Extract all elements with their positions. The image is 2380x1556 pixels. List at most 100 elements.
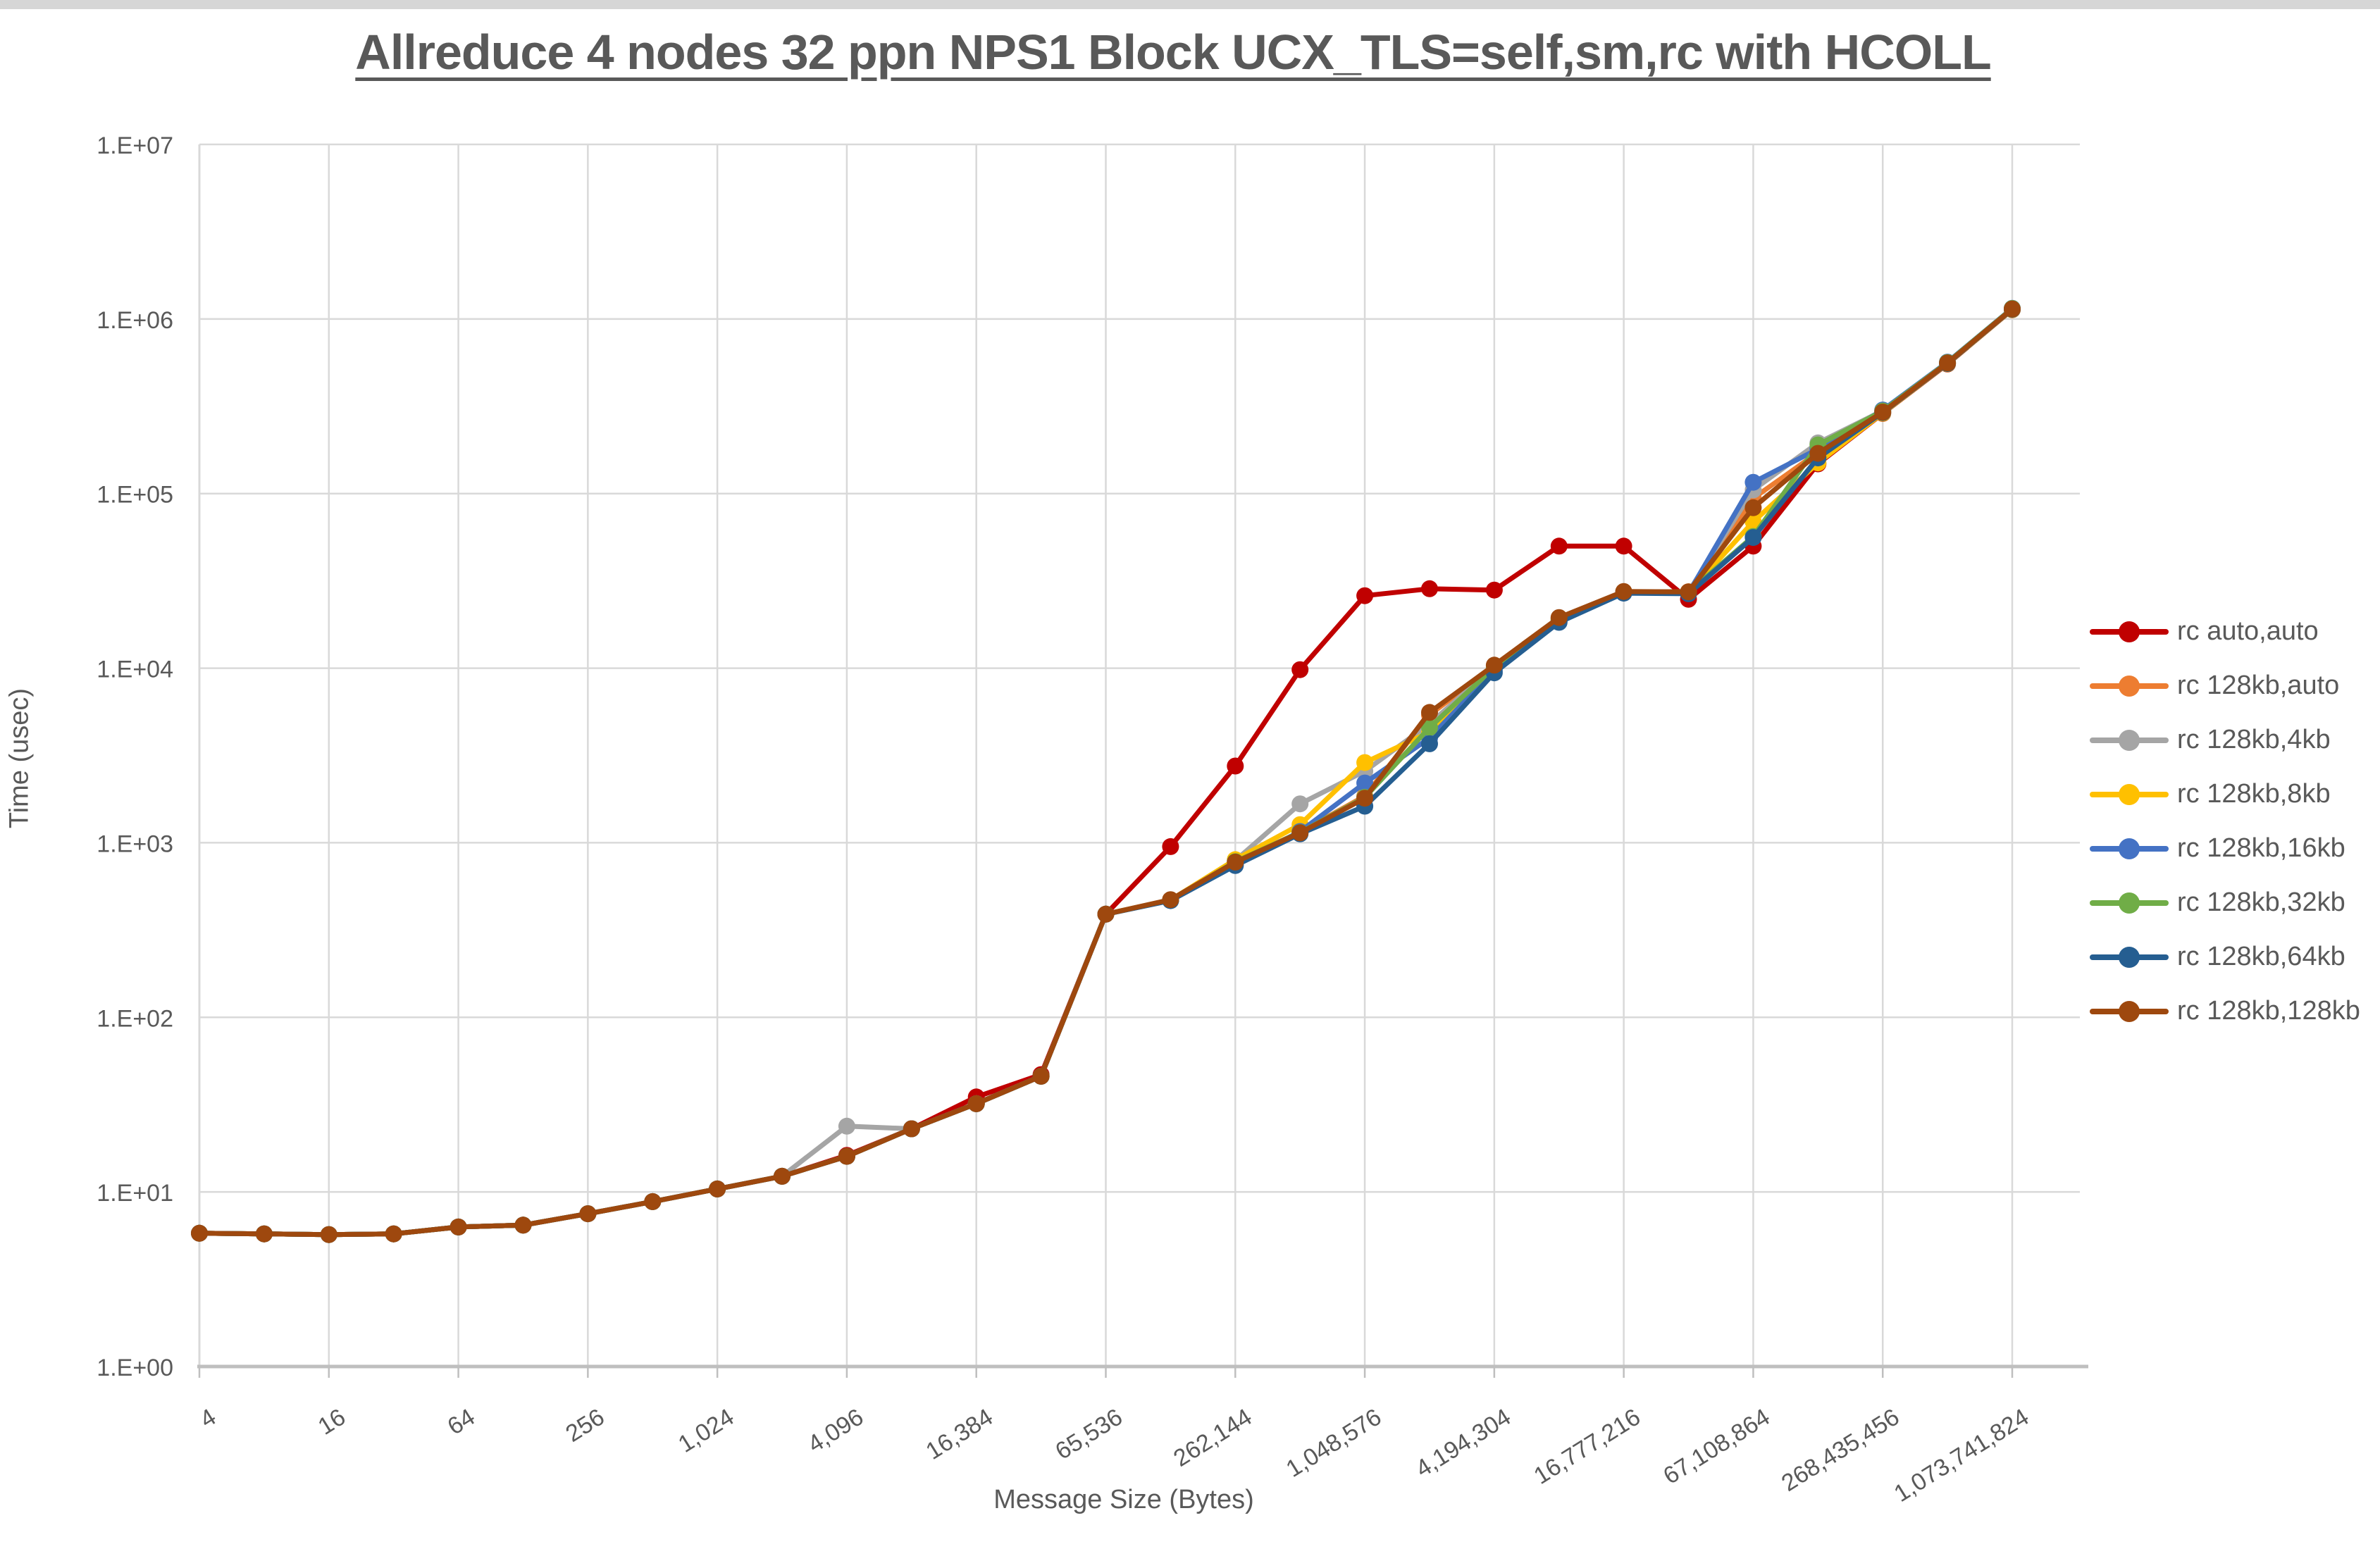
x-tick-label: 4 <box>195 1404 221 1433</box>
legend-dot-icon <box>2119 838 2140 859</box>
x-tick-label: 256 <box>561 1404 609 1448</box>
legend-item-rc-128kb-64kb[interactable]: rc 128kb,64kb <box>2090 930 2372 984</box>
data-point-rc-128kb-128kb-512[interactable] <box>644 1193 662 1210</box>
gridlines <box>198 143 2080 1368</box>
x-tick-label: 1,048,576 <box>1282 1404 1386 1483</box>
legend-marker-rc-128kb-32kb <box>2090 891 2169 915</box>
legend-label-rc-128kb-8kb: rc 128kb,8kb <box>2177 779 2331 809</box>
series-rc-128kb-128kb[interactable] <box>191 300 2021 1243</box>
data-point-rc-128kb-128kb-8388608[interactable] <box>1550 609 1568 626</box>
data-point-rc-128kb-128kb-2097152[interactable] <box>1421 704 1438 721</box>
legend-marker-rc-128kb-auto <box>2090 674 2169 698</box>
x-tick-label: 65,536 <box>1050 1404 1127 1465</box>
data-point-rc-128kb-128kb-67108864[interactable] <box>1744 499 1762 516</box>
data-point-rc-128kb-128kb-64[interactable] <box>450 1218 467 1236</box>
legend-label-rc-128kb-auto: rc 128kb,auto <box>2177 671 2340 700</box>
legend-marker-rc-128kb-8kb <box>2090 783 2169 807</box>
data-point-rc-128kb-128kb-1024[interactable] <box>709 1180 726 1197</box>
legend-item-rc-auto-auto[interactable]: rc auto,auto <box>2090 604 2372 659</box>
legend-label-rc-128kb-4kb: rc 128kb,4kb <box>2177 725 2331 754</box>
x-tick-label: 16,777,216 <box>1529 1404 1644 1490</box>
data-point-rc-128kb-128kb-16384[interactable] <box>967 1095 985 1112</box>
data-point-rc-128kb-128kb-1048576[interactable] <box>1356 790 1374 807</box>
data-point-rc-128kb-8kb-1048576[interactable] <box>1356 754 1374 771</box>
x-tick-label: 262,144 <box>1169 1404 1256 1472</box>
legend-dot-icon <box>2119 729 2140 751</box>
data-point-rc-128kb-128kb-8[interactable] <box>255 1225 273 1243</box>
data-point-rc-128kb-128kb-16777216[interactable] <box>1615 583 1632 600</box>
data-point-rc-auto-auto-2097152[interactable] <box>1421 580 1438 597</box>
legend-marker-rc-auto-auto <box>2090 620 2169 644</box>
data-point-rc-auto-auto-8388608[interactable] <box>1550 537 1568 555</box>
data-point-rc-auto-auto-131072[interactable] <box>1162 838 1179 855</box>
legend-item-rc-128kb-32kb[interactable]: rc 128kb,32kb <box>2090 876 2372 930</box>
legend-label-rc-128kb-128kb: rc 128kb,128kb <box>2177 996 2360 1026</box>
data-point-rc-128kb-4kb-524288[interactable] <box>1291 795 1309 813</box>
data-point-rc-128kb-128kb-2048[interactable] <box>774 1167 791 1185</box>
legend-dot-icon <box>2119 621 2140 642</box>
y-axis-title: Time (usec) <box>4 687 35 829</box>
data-point-rc-128kb-128kb-1073741824[interactable] <box>2004 300 2021 318</box>
y-tick-label: 1.E+03 <box>97 830 173 857</box>
legend-marker-rc-128kb-64kb <box>2090 945 2169 969</box>
data-point-rc-128kb-128kb-32768[interactable] <box>1032 1067 1050 1085</box>
legend-marker-rc-128kb-16kb <box>2090 837 2169 861</box>
data-point-rc-128kb-128kb-8192[interactable] <box>903 1120 920 1138</box>
data-point-rc-128kb-128kb-131072[interactable] <box>1162 891 1179 909</box>
legend-marker-rc-128kb-4kb <box>2090 728 2169 752</box>
y-tick-label: 1.E+01 <box>97 1180 173 1207</box>
data-point-rc-128kb-128kb-4194304[interactable] <box>1485 656 1503 674</box>
legend-item-rc-128kb-auto[interactable]: rc 128kb,auto <box>2090 659 2372 713</box>
legend-item-rc-128kb-4kb[interactable]: rc 128kb,4kb <box>2090 713 2372 767</box>
x-tick-label: 16,384 <box>922 1404 998 1465</box>
data-point-rc-128kb-8kb-67108864[interactable] <box>1744 513 1762 530</box>
chart-title: Allreduce 4 nodes 32 ppn NPS1 Block UCX_… <box>355 25 1991 80</box>
data-point-rc-128kb-128kb-16[interactable] <box>320 1226 337 1243</box>
data-point-rc-128kb-128kb-262144[interactable] <box>1227 853 1244 871</box>
data-point-rc-128kb-128kb-256[interactable] <box>579 1205 597 1223</box>
data-point-rc-128kb-16kb-1048576[interactable] <box>1356 774 1374 792</box>
data-point-rc-128kb-128kb-536870912[interactable] <box>1939 354 1957 372</box>
legend-item-rc-128kb-16kb[interactable]: rc 128kb,16kb <box>2090 821 2372 876</box>
legend-label-rc-128kb-32kb: rc 128kb,32kb <box>2177 888 2345 917</box>
y-tick-label: 1.E+04 <box>97 656 173 683</box>
data-point-rc-128kb-128kb-268435456[interactable] <box>1874 404 1892 421</box>
legend-label-rc-128kb-64kb: rc 128kb,64kb <box>2177 942 2345 971</box>
data-point-rc-128kb-128kb-33554432[interactable] <box>1680 583 1697 601</box>
data-point-rc-auto-auto-16777216[interactable] <box>1615 537 1632 555</box>
x-tick-label: 67,108,864 <box>1659 1404 1774 1490</box>
legend-marker-rc-128kb-128kb <box>2090 1000 2169 1023</box>
data-point-rc-128kb-64kb-67108864[interactable] <box>1744 529 1762 547</box>
y-tick-label: 1.E+06 <box>97 307 173 334</box>
x-axis-title: Message Size (Bytes) <box>993 1485 1254 1514</box>
data-point-rc-128kb-4kb-4096[interactable] <box>838 1117 855 1135</box>
data-point-rc-128kb-128kb-134217728[interactable] <box>1809 444 1827 462</box>
x-tick-label: 1,024 <box>674 1404 738 1458</box>
x-tick-label: 64 <box>443 1404 480 1440</box>
legend-item-rc-128kb-8kb[interactable]: rc 128kb,8kb <box>2090 767 2372 821</box>
y-tick-label: 1.E+02 <box>97 1005 173 1032</box>
data-point-rc-auto-auto-262144[interactable] <box>1227 757 1244 775</box>
data-point-rc-128kb-128kb-32[interactable] <box>385 1225 402 1243</box>
data-point-rc-128kb-128kb-128[interactable] <box>514 1216 532 1234</box>
data-point-rc-128kb-32kb-2097152[interactable] <box>1421 718 1438 736</box>
data-point-rc-128kb-128kb-4096[interactable] <box>838 1147 855 1165</box>
data-point-rc-128kb-64kb-2097152[interactable] <box>1421 735 1438 752</box>
legend-dot-icon <box>2119 1000 2140 1022</box>
legend-dot-icon <box>2119 675 2140 697</box>
legend-label-rc-auto-auto: rc auto,auto <box>2177 616 2319 646</box>
data-point-rc-auto-auto-524288[interactable] <box>1291 661 1309 678</box>
data-point-rc-128kb-128kb-524288[interactable] <box>1291 824 1309 842</box>
data-point-rc-128kb-16kb-67108864[interactable] <box>1744 473 1762 491</box>
data-point-rc-auto-auto-4194304[interactable] <box>1485 581 1503 599</box>
legend-dot-icon <box>2119 892 2140 914</box>
data-point-rc-128kb-128kb-4[interactable] <box>191 1224 208 1242</box>
legend-dot-icon <box>2119 946 2140 968</box>
data-point-rc-128kb-128kb-65536[interactable] <box>1097 905 1115 923</box>
legend-item-rc-128kb-128kb[interactable]: rc 128kb,128kb <box>2090 984 2372 1038</box>
x-tick-label: 268,435,456 <box>1777 1404 1904 1497</box>
data-point-rc-auto-auto-1048576[interactable] <box>1356 587 1374 604</box>
legend-dot-icon <box>2119 783 2140 805</box>
y-tick-label: 1.E+05 <box>97 482 173 509</box>
